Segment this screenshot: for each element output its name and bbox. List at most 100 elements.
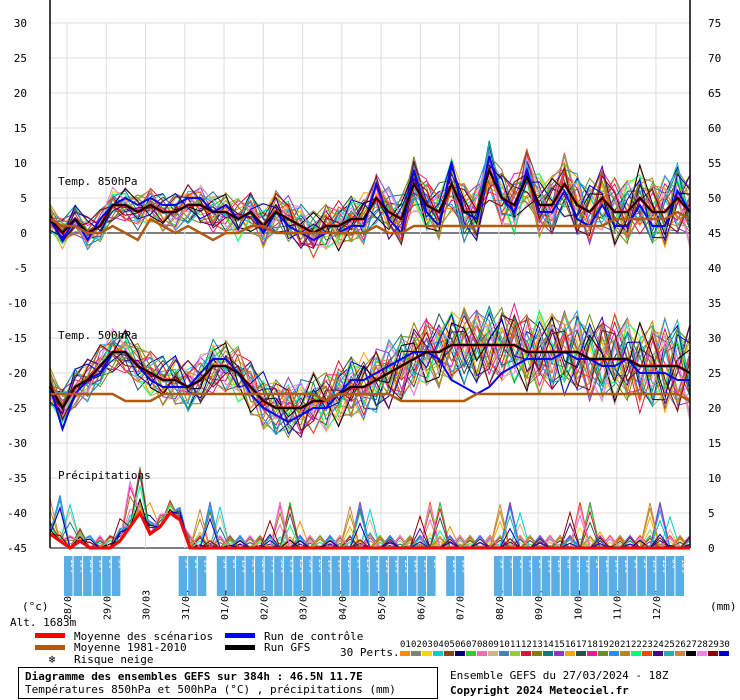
- pert-swatch: [488, 651, 498, 656]
- snow-cell: [360, 556, 369, 596]
- pert-number: 29: [708, 640, 719, 650]
- snow-percent: 77%: [269, 559, 278, 573]
- date-label: 05/04: [377, 590, 388, 620]
- ensemble-member-t850: [49, 166, 691, 249]
- pert-number: 09: [488, 640, 499, 650]
- ensemble-member-t850: [49, 163, 691, 252]
- left-tick-label: 0: [20, 227, 27, 240]
- pert-number: 21: [620, 640, 631, 650]
- pert-number: 06: [455, 640, 466, 650]
- pert-number: 25: [664, 640, 675, 650]
- snow-percent: 3%: [499, 559, 508, 569]
- snow-cell: [656, 556, 665, 596]
- snow-percent: 13%: [346, 559, 355, 573]
- pert-swatch: [510, 651, 520, 656]
- snow-percent: 16%: [527, 559, 536, 573]
- series-precip-mean: [49, 510, 690, 550]
- snow-cell: [513, 556, 522, 596]
- pert-number: 20: [609, 640, 620, 650]
- pert-swatch: [664, 651, 674, 656]
- left-tick-label: 10: [14, 157, 27, 170]
- snow-cell: [675, 556, 684, 596]
- pert-swatch: [642, 651, 652, 656]
- pert-number: 23: [642, 640, 653, 650]
- label-t850: Temp. 850hPa: [58, 175, 137, 188]
- legend-mean: Moyenne des scénarios: [74, 630, 213, 643]
- snow-cell: [283, 556, 293, 596]
- ensemble-member-t850: [49, 154, 691, 243]
- snow-percent: 32%: [250, 559, 259, 573]
- snow-percent: 10%: [336, 559, 345, 573]
- snow-cell: [226, 556, 235, 596]
- ensemble-member-t500: [49, 309, 691, 434]
- snow-percent: 10%: [460, 559, 469, 573]
- date-label: 28/03: [63, 590, 74, 620]
- left-tick-label: -30: [7, 437, 27, 450]
- snow-percent: 26%: [317, 559, 326, 573]
- snow-cell: [274, 556, 283, 596]
- pert-number: 19: [598, 640, 609, 650]
- snow-percent: 3%: [594, 559, 603, 569]
- snow-percent: 16%: [375, 559, 384, 573]
- pert-swatch: [576, 651, 586, 656]
- snow-cell: [455, 556, 465, 596]
- date-label: 09/04: [534, 590, 545, 620]
- copyright: Copyright 2024 Meteociel.fr: [450, 684, 629, 697]
- snow-icon: ❄: [49, 653, 56, 666]
- snow-cell: [618, 556, 627, 596]
- left-tick-label: 20: [14, 87, 27, 100]
- snow-cell: [83, 556, 92, 596]
- left-tick-label: -10: [7, 297, 27, 310]
- pert-number: 24: [653, 640, 664, 650]
- series-t500: [50, 392, 691, 403]
- snow-percent: 10%: [413, 559, 422, 573]
- right-tick-label: 75: [708, 17, 721, 30]
- left-tick-label: -35: [7, 472, 27, 485]
- pert-swatch: [686, 651, 696, 656]
- snow-percent: 13%: [585, 559, 594, 573]
- ensemble-member-t850: [50, 143, 691, 244]
- right-tick-label: 15: [708, 437, 721, 450]
- pert-swatch: [422, 651, 432, 656]
- snow-percent: 6%: [632, 559, 641, 569]
- snow-cell: [188, 556, 197, 596]
- left-tick-label: 25: [14, 52, 27, 65]
- footer-box: Diagramme des ensembles GEFS sur 384h : …: [18, 667, 438, 699]
- pert-swatch: [477, 651, 487, 656]
- snow-cell: [64, 556, 73, 596]
- snow-percent: 10%: [623, 559, 632, 573]
- pert-swatch: [719, 651, 729, 656]
- label-precip: Précipitations: [58, 469, 151, 482]
- pert-number: 22: [631, 640, 642, 650]
- right-tick-label: 65: [708, 87, 721, 100]
- ensemble-member-t500: [49, 316, 691, 428]
- snow-percent: 13%: [661, 559, 670, 573]
- snow-cell: [627, 556, 637, 596]
- pert-number: 28: [697, 640, 708, 650]
- snow-percent: 10%: [78, 559, 87, 573]
- pert-swatch: [565, 651, 575, 656]
- run-info: Ensemble GEFS du 27/03/2024 - 18Z: [450, 669, 669, 682]
- pert-number: 02: [411, 640, 422, 650]
- snow-percent: 13%: [241, 559, 250, 573]
- axes: 302520151050-5-10-15-20-25-30-35-40-4575…: [7, 0, 737, 629]
- snow-percent: 29%: [289, 559, 298, 573]
- snow-percent: 3%: [508, 559, 517, 569]
- pert-swatch: [455, 651, 465, 656]
- snow-percent: 3%: [183, 559, 192, 569]
- snow-cell: [379, 556, 388, 596]
- date-label: 07/04: [456, 590, 467, 620]
- pert-number: 07: [466, 640, 477, 650]
- snow-cell: [398, 556, 407, 596]
- left-tick-label: -15: [7, 332, 27, 345]
- pert-number: 27: [686, 640, 697, 650]
- snow-cell: [369, 556, 379, 596]
- snow-percent: 10%: [575, 559, 584, 573]
- snow-cell: [321, 556, 331, 596]
- left-tick-label: 30: [14, 17, 27, 30]
- snow-percent: 10%: [327, 559, 336, 573]
- snow-cell: [216, 556, 226, 596]
- ensemble-member-precip: [49, 480, 690, 549]
- pert-swatch: [620, 651, 630, 656]
